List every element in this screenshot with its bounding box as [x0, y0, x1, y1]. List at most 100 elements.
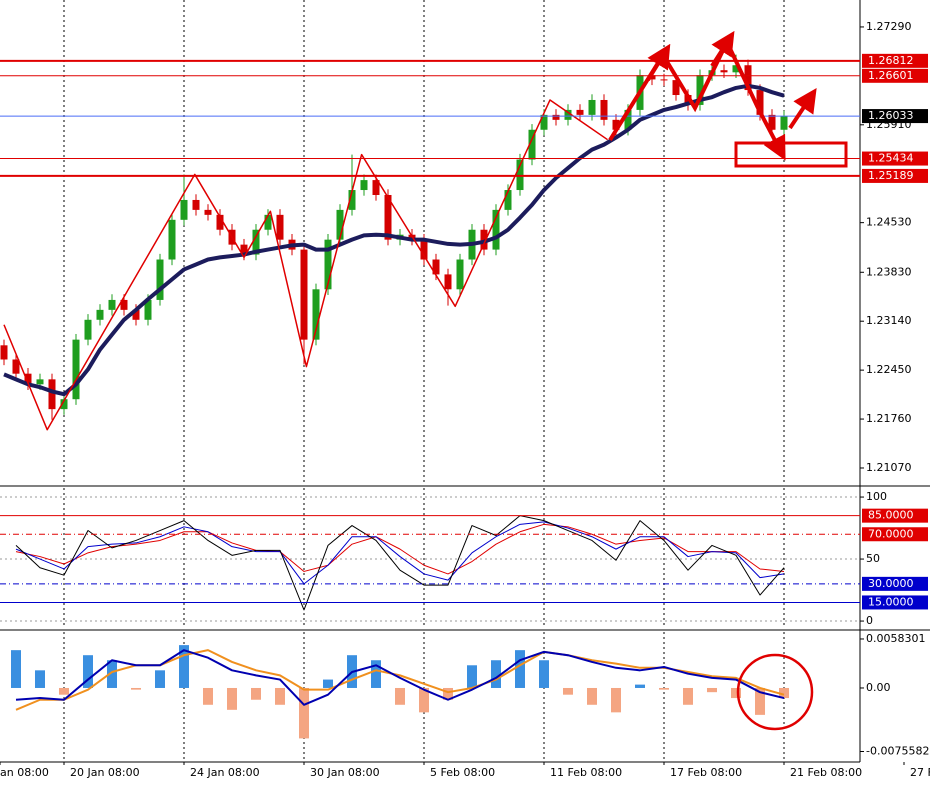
candle-body — [672, 80, 680, 96]
histogram-bar — [659, 687, 670, 690]
candle-body — [588, 99, 596, 115]
histogram-bar — [370, 660, 381, 688]
candle-body — [564, 109, 572, 120]
histogram-bar — [82, 655, 93, 688]
candle-body — [756, 90, 764, 115]
candle-body — [780, 116, 788, 130]
level-label: 1.25434 — [868, 152, 914, 165]
y-tick-label: 0.0058301 — [866, 632, 926, 645]
candle-body — [60, 399, 68, 410]
candle-body — [372, 180, 380, 195]
series-line — [15, 521, 785, 585]
candle-body — [276, 214, 284, 240]
candle-body — [156, 259, 164, 300]
level-label: 85.0000 — [868, 509, 914, 522]
candle-body — [432, 259, 440, 275]
level-label-box — [862, 527, 928, 542]
y-tick-label: 1.22450 — [866, 363, 912, 376]
histogram-bar — [611, 687, 622, 713]
histogram-bar — [779, 687, 790, 699]
candle-body — [540, 114, 548, 130]
candle-body — [696, 75, 704, 105]
level-label-box — [862, 576, 928, 591]
level-label: 15.0000 — [868, 595, 914, 608]
x-tick-label: 20 Jan 08:00 — [70, 766, 140, 779]
candle-body — [612, 119, 620, 130]
y-tick-label: 100 — [866, 490, 887, 503]
histogram-bar — [443, 687, 454, 700]
histogram-bar — [755, 687, 766, 715]
y-tick-label: 1.23830 — [866, 265, 912, 278]
y-tick-label: 50 — [866, 552, 880, 565]
candle-body — [216, 214, 224, 230]
highlight-circle — [736, 653, 814, 731]
level-label: 30.0000 — [868, 577, 914, 590]
histogram-bar — [707, 687, 718, 693]
x-tick-label: 21 Feb 08:00 — [790, 766, 862, 779]
candle-body — [576, 109, 584, 115]
candle-body — [204, 209, 212, 215]
candle-body — [0, 345, 8, 360]
level-label: 70.0000 — [868, 527, 914, 540]
histogram-bar — [539, 660, 550, 688]
candle-body — [168, 219, 176, 260]
y-tick-label: 0.00 — [866, 681, 891, 694]
level-label-box — [862, 508, 928, 523]
level-label: 1.26601 — [868, 69, 914, 82]
level-label: 1.26812 — [868, 54, 914, 67]
candle-body — [516, 159, 524, 191]
histogram-bar — [731, 687, 742, 699]
histogram-bar — [202, 687, 213, 705]
histogram-bar — [491, 660, 502, 688]
pattern-arrow — [608, 37, 760, 142]
candle-body — [192, 199, 200, 210]
level-label: 1.25189 — [868, 169, 914, 182]
histogram-bar — [250, 687, 261, 700]
candle-body — [528, 129, 536, 160]
y-tick-label: 1.21760 — [866, 412, 912, 425]
candle-body — [264, 214, 272, 230]
level-label-box — [862, 151, 928, 166]
level-label-box — [862, 53, 928, 68]
candle-body — [504, 190, 512, 210]
x-tick-label: 30 Jan 08:00 — [310, 766, 380, 779]
x-tick-label: 27 Feb 08:00 — [910, 766, 930, 779]
arrow — [646, 43, 671, 82]
histogram-bar — [106, 660, 117, 688]
candle-body — [720, 70, 728, 73]
y-tick-label: 1.27290 — [866, 20, 912, 33]
candle-body — [240, 244, 248, 255]
level-label-box — [862, 109, 928, 124]
candle-body — [252, 229, 260, 255]
histogram-bar — [418, 687, 429, 713]
candle-body — [48, 379, 56, 410]
histogram-bar — [587, 687, 598, 705]
candle-body — [444, 274, 452, 290]
annotations — [608, 30, 848, 731]
histogram-bar — [226, 687, 237, 710]
y-tick-label: 1.24530 — [866, 216, 912, 229]
candle-body — [384, 194, 392, 240]
candle-body — [24, 373, 32, 385]
candle-body — [492, 209, 500, 250]
candle-body — [36, 379, 44, 385]
arrow — [788, 88, 817, 130]
target-box — [734, 141, 848, 168]
x-tick-label: 17 Feb 08:00 — [670, 766, 742, 779]
histogram-bar — [515, 650, 526, 688]
y-tick-label: 0 — [866, 614, 873, 627]
histogram-bar — [154, 670, 165, 688]
candle-body — [732, 65, 740, 73]
histogram-bar — [58, 687, 69, 695]
candle-body — [600, 99, 608, 120]
series-line — [15, 523, 785, 575]
candle-body — [108, 299, 116, 310]
candle-body — [348, 190, 356, 210]
histogram-bar — [467, 665, 478, 688]
level-label-box — [862, 168, 928, 183]
candle-body — [180, 199, 188, 220]
candle-body — [324, 239, 332, 290]
